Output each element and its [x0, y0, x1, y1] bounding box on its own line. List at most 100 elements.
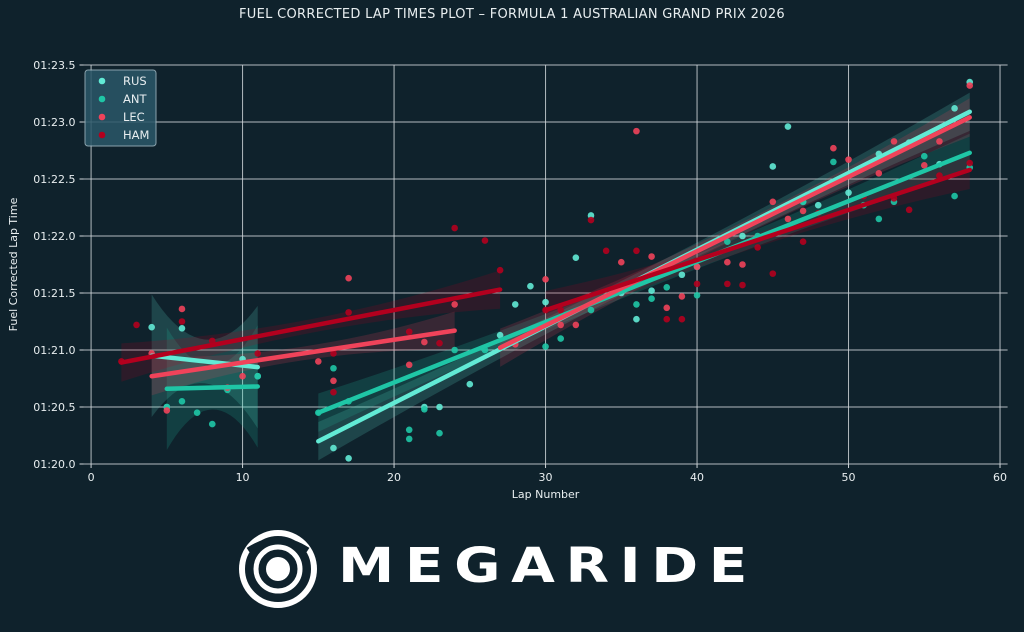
- data-point-rus: [587, 212, 595, 219]
- data-point-lec: [557, 321, 564, 329]
- legend-marker-lec: [98, 113, 106, 121]
- data-point-ant: [178, 398, 186, 405]
- data-point-ant: [633, 301, 640, 308]
- data-point-ham: [633, 247, 640, 255]
- data-point-ham: [769, 270, 777, 277]
- data-point-rus: [572, 254, 580, 261]
- data-point-ant: [648, 295, 655, 303]
- legend-label-ham: HAM: [123, 128, 149, 142]
- data-point-lec: [784, 215, 792, 223]
- chart-title: FUEL CORRECTED LAP TIMES PLOT – FORMULA …: [239, 7, 785, 22]
- data-point-ham: [754, 244, 761, 251]
- data-point-ham: [799, 238, 807, 245]
- data-point-ant: [330, 364, 337, 372]
- data-point-lec: [875, 170, 883, 177]
- y-tick-label: 01:22.0: [33, 230, 75, 243]
- legend-marker-ham: [98, 131, 106, 139]
- data-point-lec: [163, 407, 171, 414]
- data-point-rus: [648, 287, 655, 295]
- x-tick-label: 40: [690, 471, 704, 484]
- data-point-ant: [875, 215, 883, 223]
- megaride-logo: [238, 530, 768, 610]
- megaride-wordmark: MEGARIDE: [338, 538, 778, 598]
- data-point-lec: [966, 82, 974, 89]
- data-point-ant: [587, 306, 595, 314]
- data-point-lec: [330, 377, 337, 385]
- data-point-lec: [648, 253, 655, 260]
- data-point-ant: [193, 409, 201, 417]
- legend-marker-rus: [98, 77, 106, 85]
- trend-line-ant: [316, 150, 972, 415]
- x-tick-label: 30: [539, 471, 553, 484]
- data-point-ant: [421, 405, 428, 413]
- data-point-ant: [724, 238, 731, 245]
- y-tick-label: 01:23.0: [33, 116, 75, 129]
- x-tick-label: 20: [387, 471, 401, 484]
- data-point-lec: [769, 198, 777, 206]
- data-point-ham: [330, 350, 337, 357]
- data-point-rus: [436, 403, 443, 411]
- data-point-rus: [330, 444, 337, 452]
- data-point-lec: [451, 301, 458, 308]
- trend-line-ham: [543, 167, 972, 313]
- data-point-lec: [178, 305, 186, 313]
- data-point-ham: [133, 321, 140, 329]
- trend-line-ham: [119, 287, 503, 365]
- megaride-wordmark-svg: MEGARIDE: [338, 538, 758, 594]
- data-point-ham: [451, 224, 458, 232]
- y-tick-label: 01:20.5: [33, 401, 75, 414]
- data-point-rus: [496, 331, 504, 339]
- y-tick-label: 01:21.5: [33, 287, 75, 300]
- data-point-rus: [951, 105, 958, 112]
- data-point-lec: [799, 207, 807, 215]
- data-point-ham: [602, 247, 610, 255]
- data-point-ham: [405, 328, 413, 336]
- trend-line-lec: [497, 115, 972, 350]
- data-point-lec: [845, 156, 852, 163]
- data-point-rus: [678, 271, 686, 279]
- legend-box: [84, 69, 157, 147]
- x-tick-label: 50: [842, 471, 856, 484]
- data-point-rus: [178, 325, 186, 332]
- y-tick-label: 01:21.0: [33, 344, 75, 357]
- data-point-rus: [148, 323, 155, 331]
- data-point-lec: [724, 258, 731, 266]
- data-point-ant: [830, 158, 837, 166]
- data-point-ant: [693, 291, 701, 299]
- data-point-rus: [542, 298, 549, 306]
- data-point-ham: [587, 216, 595, 224]
- data-point-lec: [739, 261, 746, 268]
- data-point-ham: [724, 280, 731, 288]
- data-point-lec: [936, 138, 943, 145]
- data-point-ant: [405, 435, 413, 443]
- data-point-ham: [678, 315, 686, 323]
- data-point-lec: [890, 138, 898, 145]
- data-point-lec: [693, 263, 701, 271]
- data-point-ham: [663, 315, 671, 323]
- data-point-ham: [739, 281, 746, 289]
- legend-label-ant: ANT: [123, 92, 147, 106]
- data-point-rus: [466, 380, 474, 388]
- data-point-ham: [496, 266, 504, 274]
- data-point-ant: [208, 420, 216, 428]
- data-point-lec: [542, 276, 549, 283]
- data-point-ant: [451, 346, 458, 354]
- data-point-lec: [345, 274, 352, 282]
- data-point-rus: [345, 455, 352, 462]
- data-point-ant: [436, 429, 443, 437]
- data-point-lec: [315, 358, 322, 365]
- trend-line-lec: [149, 328, 457, 379]
- data-point-rus: [814, 201, 822, 209]
- y-tick-label: 01:20.0: [33, 458, 75, 471]
- data-point-lec: [572, 321, 580, 329]
- data-point-rus: [739, 232, 746, 240]
- data-point-lec: [663, 304, 671, 312]
- legend-label-rus: RUS: [123, 74, 147, 88]
- data-point-ham: [178, 318, 186, 325]
- y-tick-label: 01:23.5: [33, 59, 75, 72]
- data-point-rus: [633, 315, 640, 323]
- logo-text: MEGARIDE: [338, 538, 758, 594]
- trend-line-ant: [164, 384, 260, 392]
- data-point-ant: [405, 426, 413, 434]
